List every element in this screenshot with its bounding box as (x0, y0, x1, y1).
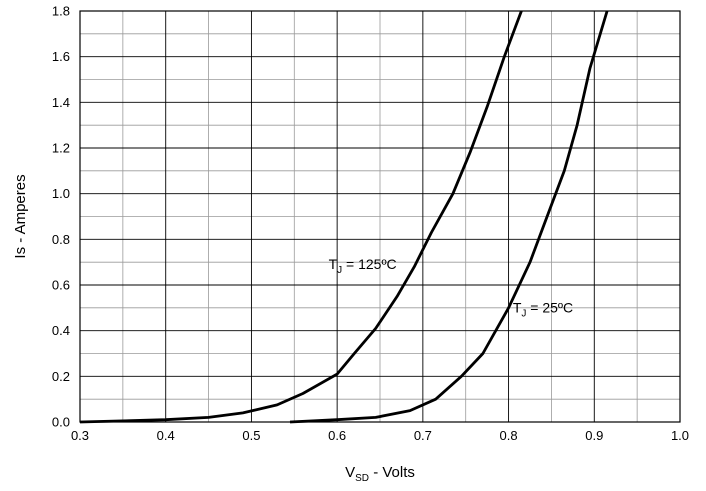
x-axis-title-sub: SD (355, 473, 369, 484)
series-line-1 (79, 10, 523, 424)
y-tick-label: 0.4 (52, 323, 70, 338)
x-tick-label: 0.6 (328, 428, 346, 443)
x-tick-label: 0.7 (414, 428, 432, 443)
x-tick-label: 1.0 (671, 428, 689, 443)
curve-label-main: T (329, 256, 338, 272)
curve-label-1: TJ = 125ºC (329, 256, 397, 276)
y-axis-ticks: 0.0 0.2 0.4 0.6 0.8 1.0 1.2 1.4 1.6 1.8 (52, 4, 70, 430)
x-tick-label: 0.5 (242, 428, 260, 443)
x-axis-ticks: 0.3 0.4 0.5 0.6 0.7 0.8 0.9 1.0 (71, 428, 689, 443)
y-tick-label: 1.8 (52, 4, 70, 19)
curve-label-main: T (513, 299, 522, 315)
x-tick-label: 0.8 (500, 428, 518, 443)
minor-grid (80, 11, 680, 422)
x-axis-title: VSD - Volts (345, 464, 415, 484)
curve-label-rest: = 125ºC (342, 256, 397, 272)
y-axis-title: Is - Amperes (12, 174, 29, 258)
curve-label-sub: J (337, 265, 342, 276)
x-axis-title-main: V (345, 464, 355, 481)
y-tick-label: 0.0 (52, 415, 70, 430)
y-tick-label: 0.8 (52, 232, 70, 247)
x-tick-label: 0.3 (71, 428, 89, 443)
curve-label-2: TJ = 25ºC (513, 299, 573, 319)
series-layer (79, 10, 609, 424)
y-tick-label: 1.4 (52, 95, 70, 110)
curve-label-rest: = 25ºC (526, 299, 573, 315)
plot-frame (79, 10, 681, 423)
y-tick-label: 1.0 (52, 186, 70, 201)
y-tick-label: 0.2 (52, 369, 70, 384)
y-tick-label: 1.6 (52, 49, 70, 64)
y-tick-label: 0.6 (52, 278, 70, 293)
x-axis-title-rest: - Volts (369, 464, 415, 481)
curve-label-sub: J (521, 308, 526, 319)
x-tick-label: 0.4 (157, 428, 175, 443)
x-tick-label: 0.9 (585, 428, 603, 443)
y-tick-label: 1.2 (52, 141, 70, 156)
series-line-2 (289, 10, 609, 424)
